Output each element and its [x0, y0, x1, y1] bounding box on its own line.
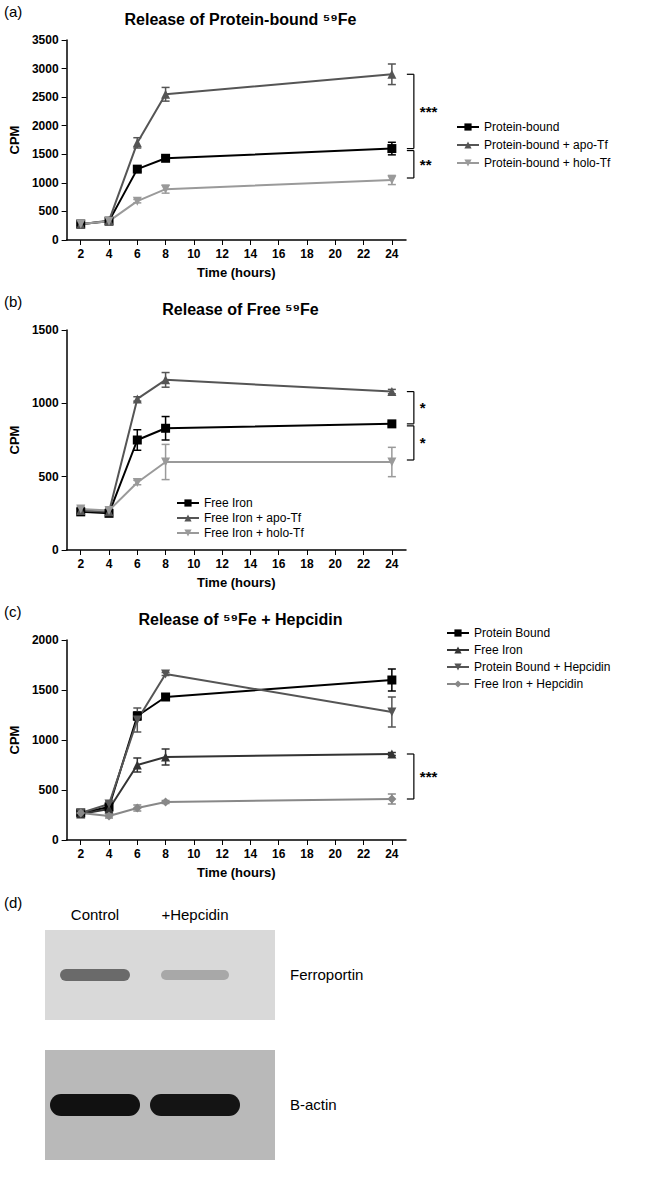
svg-text:1500: 1500 [32, 323, 59, 337]
svg-text:Protein-bound + holo-Tf: Protein-bound + holo-Tf [484, 156, 611, 170]
svg-text:0: 0 [52, 233, 59, 247]
svg-text:10: 10 [187, 847, 201, 861]
svg-text:24: 24 [385, 247, 399, 261]
svg-text:8: 8 [162, 557, 169, 571]
svg-text:12: 12 [215, 247, 229, 261]
svg-text:Time (hours): Time (hours) [197, 575, 276, 590]
svg-text:Control: Control [71, 906, 119, 923]
svg-text:24: 24 [385, 847, 399, 861]
svg-text:1500: 1500 [32, 683, 59, 697]
svg-text:Release of Free ⁵⁹Fe: Release of Free ⁵⁹Fe [162, 301, 319, 318]
svg-text:8: 8 [162, 847, 169, 861]
svg-text:6: 6 [134, 557, 141, 571]
svg-text:0: 0 [52, 833, 59, 847]
svg-text:CPM: CPM [7, 126, 22, 155]
svg-text:20: 20 [329, 247, 343, 261]
svg-text:500: 500 [39, 783, 59, 797]
svg-text:1000: 1000 [32, 176, 59, 190]
svg-text:Protein-bound + apo-Tf: Protein-bound + apo-Tf [484, 138, 608, 152]
svg-text:6: 6 [134, 847, 141, 861]
svg-text:18: 18 [300, 247, 314, 261]
svg-text:**: ** [420, 156, 432, 173]
svg-text:2000: 2000 [32, 119, 59, 133]
svg-text:Free Iron + Hepcidin: Free Iron + Hepcidin [474, 677, 583, 691]
svg-text:500: 500 [39, 470, 59, 484]
svg-text:20: 20 [329, 847, 343, 861]
svg-text:(c): (c) [4, 603, 22, 620]
svg-text:12: 12 [215, 557, 229, 571]
svg-text:Free Iron + holo-Tf: Free Iron + holo-Tf [204, 526, 304, 540]
svg-text:B-actin: B-actin [290, 1096, 337, 1113]
svg-text:***: *** [420, 768, 438, 785]
svg-text:14: 14 [244, 557, 258, 571]
svg-text:6: 6 [134, 247, 141, 261]
svg-text:(b): (b) [4, 293, 22, 310]
svg-text:+Hepcidin: +Hepcidin [161, 906, 228, 923]
svg-text:16: 16 [272, 557, 286, 571]
svg-text:500: 500 [39, 204, 59, 218]
svg-text:Release of ⁵⁹Fe + Hepcidin: Release of ⁵⁹Fe + Hepcidin [138, 611, 342, 628]
svg-text:18: 18 [300, 557, 314, 571]
svg-text:0: 0 [52, 543, 59, 557]
svg-text:10: 10 [187, 557, 201, 571]
svg-text:*: * [420, 399, 426, 416]
svg-text:Protein Bound: Protein Bound [474, 626, 550, 640]
svg-text:Protein Bound + Hepcidin: Protein Bound + Hepcidin [474, 660, 610, 674]
svg-text:3000: 3000 [32, 62, 59, 76]
svg-text:*: * [420, 434, 426, 451]
svg-text:Free Iron: Free Iron [204, 496, 253, 510]
svg-text:2: 2 [77, 847, 84, 861]
svg-text:Release of Protein-bound ⁵⁹Fe: Release of Protein-bound ⁵⁹Fe [124, 11, 356, 28]
svg-text:2500: 2500 [32, 90, 59, 104]
svg-text:4: 4 [106, 557, 113, 571]
svg-text:2000: 2000 [32, 633, 59, 647]
svg-text:1000: 1000 [32, 396, 59, 410]
svg-text:CPM: CPM [7, 426, 22, 455]
svg-text:Free Iron + apo-Tf: Free Iron + apo-Tf [204, 511, 302, 525]
svg-text:Protein-bound: Protein-bound [484, 120, 559, 134]
svg-text:22: 22 [357, 847, 371, 861]
svg-text:3500: 3500 [32, 33, 59, 47]
svg-text:CPM: CPM [7, 726, 22, 755]
svg-text:20: 20 [329, 557, 343, 571]
svg-text:1000: 1000 [32, 733, 59, 747]
svg-text:Time (hours): Time (hours) [197, 265, 276, 280]
svg-text:14: 14 [244, 247, 258, 261]
svg-text:1500: 1500 [32, 147, 59, 161]
svg-text:4: 4 [106, 847, 113, 861]
svg-text:(a): (a) [4, 3, 22, 20]
svg-text:18: 18 [300, 847, 314, 861]
svg-text:2: 2 [77, 557, 84, 571]
svg-text:Ferroportin: Ferroportin [290, 966, 363, 983]
svg-text:(d): (d) [4, 894, 22, 911]
svg-text:22: 22 [357, 247, 371, 261]
svg-text:4: 4 [106, 247, 113, 261]
svg-text:16: 16 [272, 247, 286, 261]
svg-text:22: 22 [357, 557, 371, 571]
svg-text:2: 2 [77, 247, 84, 261]
svg-text:Free Iron: Free Iron [474, 643, 523, 657]
svg-text:10: 10 [187, 247, 201, 261]
svg-text:24: 24 [385, 557, 399, 571]
svg-text:Time (hours): Time (hours) [197, 865, 276, 880]
svg-text:14: 14 [244, 847, 258, 861]
svg-text:12: 12 [215, 847, 229, 861]
svg-text:8: 8 [162, 247, 169, 261]
svg-text:16: 16 [272, 847, 286, 861]
svg-text:***: *** [420, 103, 438, 120]
